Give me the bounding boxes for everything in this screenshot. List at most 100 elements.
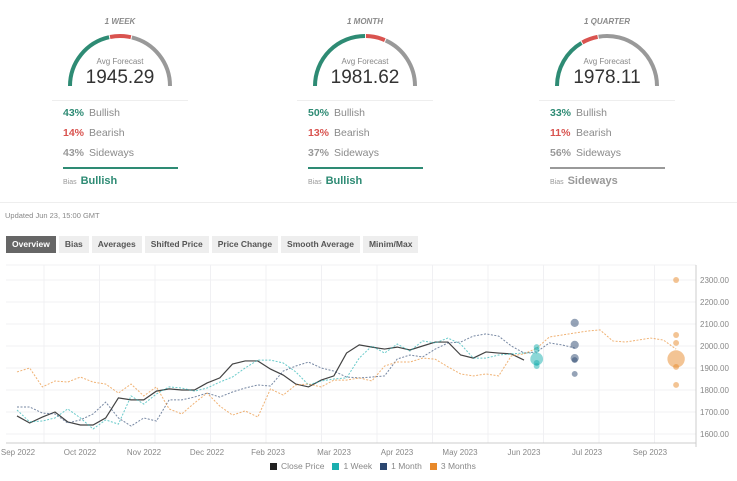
chart-legend: Close Price 1 Week 1 Month 3 Months — [270, 461, 476, 471]
chart-tabs: Overview Bias Averages Shifted Price Pri… — [6, 236, 419, 253]
x-tick-label: Jun 2023 — [508, 448, 541, 457]
sentiment-gauge — [68, 34, 172, 87]
bullish-percent: 33% — [550, 107, 572, 119]
bearish-row: 14% Bearish — [63, 127, 125, 139]
forecast-point-month[interactable] — [570, 340, 579, 349]
avg-forecast-value: 1978.11 — [573, 67, 641, 88]
x-tick-label: Dec 2022 — [190, 448, 225, 457]
bias-rule — [550, 167, 665, 169]
gauge-bearish-segment — [365, 34, 386, 42]
forecast-point-quarter[interactable] — [673, 363, 680, 370]
x-tick-label: Sep 2023 — [633, 448, 668, 457]
gauge-bearish-segment — [581, 34, 599, 45]
x-tick-label: Sep 2022 — [1, 448, 36, 457]
period-label: 1 QUARTER — [583, 17, 631, 26]
bearish-percent: 11% — [550, 127, 571, 139]
sentiment-gauge — [555, 34, 659, 87]
forecast-point-month[interactable] — [571, 357, 578, 364]
series-line-week — [16, 337, 537, 430]
x-tick-label: Nov 2022 — [127, 448, 162, 457]
forecast-point-quarter[interactable] — [667, 350, 685, 368]
updated-timestamp: Updated Jun 23, 15:00 GMT — [5, 211, 100, 220]
forecast-point-month[interactable] — [570, 318, 579, 327]
gauge-sideways-segment — [384, 38, 417, 87]
y-tick-label: 1600.00 — [700, 430, 729, 439]
bias: Bias Sideways — [550, 175, 618, 187]
sideways-label: Sideways — [576, 147, 621, 159]
bullish-percent: 43% — [63, 107, 85, 119]
tab-smooth-average[interactable]: Smooth Average — [281, 236, 360, 253]
legend-label: 1 Week — [343, 461, 373, 471]
bias: Bias Bullish — [308, 175, 362, 187]
month-swatch — [380, 463, 388, 470]
sideways-percent: 56% — [550, 147, 572, 159]
legend-3-months[interactable]: 3 Months — [429, 461, 476, 471]
bullish-label: Bullish — [334, 107, 365, 119]
gauge-sideways-segment — [598, 34, 659, 87]
legend-label: Close Price — [281, 461, 325, 471]
divider — [539, 100, 675, 101]
gauge-bullish-segment — [68, 35, 110, 87]
forecast-point-week[interactable] — [533, 347, 540, 353]
bias-label: Bias — [308, 179, 322, 186]
forecast-point-quarter[interactable] — [673, 339, 680, 346]
forecast-point-week[interactable] — [533, 363, 540, 369]
bullish-label: Bullish — [576, 107, 607, 119]
tab-shifted-price[interactable]: Shifted Price — [144, 236, 209, 253]
legend-label: 1 Month — [391, 461, 422, 471]
divider — [297, 100, 433, 101]
bullish-row: 50% Bullish — [308, 107, 365, 119]
tab-price-change[interactable]: Price Change — [211, 236, 279, 253]
legend-1-week[interactable]: 1 Week — [332, 461, 372, 471]
period-label: 1 WEEK — [104, 17, 136, 26]
sideways-label: Sideways — [89, 147, 134, 159]
tab-overview[interactable]: Overview — [6, 236, 56, 253]
bearish-percent: 14% — [63, 127, 85, 139]
bias-value: Sideways — [567, 175, 618, 187]
y-tick-label: 1900.00 — [700, 364, 729, 373]
forecast-point-week[interactable] — [530, 352, 544, 366]
y-tick-label: 2100.00 — [700, 320, 729, 329]
section-divider — [0, 202, 737, 203]
series-line-month — [17, 333, 575, 427]
forecast-card-quarter: 1 QUARTER Avg Forecast 1978.11 33% Bullis… — [532, 0, 682, 195]
y-tick-label: 2000.00 — [700, 342, 729, 351]
bias-rule — [63, 167, 178, 169]
tab-minim-max[interactable]: Minim/Max — [362, 236, 419, 253]
bearish-row: 13% Bearish — [308, 127, 370, 139]
sideways-row: 37% Sideways — [308, 147, 379, 159]
bearish-row: 11% Bearish — [550, 127, 612, 139]
y-tick-label: 1700.00 — [700, 408, 729, 417]
x-tick-label: Apr 2023 — [381, 448, 414, 457]
legend-close-price[interactable]: Close Price — [270, 461, 324, 471]
bullish-row: 43% Bullish — [63, 107, 120, 119]
bullish-percent: 50% — [308, 107, 330, 119]
x-tick-label: Jul 2023 — [572, 448, 603, 457]
y-tick-label: 2300.00 — [700, 276, 729, 285]
tab-bias[interactable]: Bias — [58, 236, 89, 253]
bullish-row: 33% Bullish — [550, 107, 607, 119]
forecast-point-month[interactable] — [571, 370, 578, 377]
tab-averages[interactable]: Averages — [91, 236, 142, 253]
legend-label: 3 Months — [440, 461, 476, 471]
bias-value: Bullish — [325, 175, 363, 187]
x-tick-label: Feb 2023 — [251, 448, 285, 457]
gauge-sideways-segment — [131, 35, 172, 87]
forecast-card-week: 1 WEEK Avg Forecast 1945.29 43% Bullish 1… — [45, 0, 195, 195]
bias-rule — [308, 167, 423, 169]
bearish-label: Bearish — [89, 127, 125, 139]
forecast-point-quarter[interactable] — [673, 277, 680, 283]
avg-forecast-value: 1981.62 — [330, 67, 400, 88]
forecast-card-month: 1 MONTH Avg Forecast 1981.62 50% Bullish … — [290, 0, 440, 195]
forecast-point-quarter[interactable] — [673, 381, 680, 388]
gauge-bullish-segment — [313, 34, 366, 87]
series-line-close — [16, 341, 525, 426]
forecast-chart: 1600.00 1700.00 1800.00 1900.00 2000.00 2100.… — [1, 264, 729, 457]
sideways-label: Sideways — [334, 147, 379, 159]
y-tick-label: 2200.00 — [700, 298, 729, 307]
period-label: 1 MONTH — [347, 17, 383, 26]
forecast-point-quarter[interactable] — [673, 332, 680, 338]
legend-1-month[interactable]: 1 Month — [380, 461, 422, 471]
sideways-row: 56% Sideways — [550, 147, 621, 159]
bearish-label: Bearish — [576, 127, 612, 139]
